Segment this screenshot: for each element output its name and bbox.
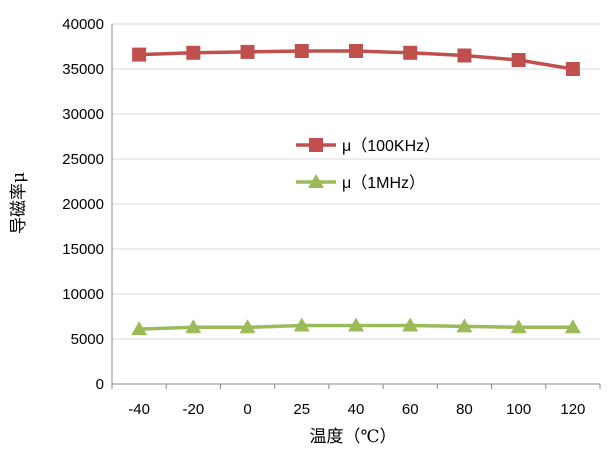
legend-label: μ（1MHz） [342, 174, 425, 192]
data-point [239, 319, 256, 334]
data-point [402, 317, 419, 332]
series-layer [131, 44, 581, 336]
data-point [132, 47, 147, 62]
legend: μ（100KHz） μ（1MHz） [296, 137, 440, 192]
x-axis-title: 温度（℃） [309, 427, 396, 447]
x-tick-labels: -40 -20 0 25 40 60 80 100 120 [128, 401, 585, 418]
axes [111, 24, 601, 389]
y-tick-label: 30000 [62, 106, 104, 123]
series-0 [132, 44, 580, 76]
legend-item: μ（1MHz） [296, 174, 425, 192]
data-point [565, 62, 580, 76]
data-point [293, 317, 310, 332]
legend-marker [309, 138, 323, 152]
x-tick-label: -40 [128, 401, 150, 418]
data-point [349, 44, 363, 58]
data-point [185, 319, 202, 334]
data-point [131, 321, 148, 336]
x-tick-label: 120 [560, 401, 585, 418]
y-tick-label: 0 [96, 376, 104, 393]
data-point [294, 44, 309, 58]
legend-label: μ（100KHz） [342, 137, 440, 155]
x-tick-label: 100 [506, 401, 531, 418]
x-tick-label: 60 [402, 401, 419, 418]
y-tick-label: 40000 [62, 16, 104, 33]
legend-item: μ（100KHz） [296, 137, 440, 155]
y-axis-title: 导磁率μ [9, 172, 29, 234]
y-tick-label: 10000 [62, 286, 104, 303]
x-tick-label: 80 [456, 401, 473, 418]
x-tick-label: -20 [182, 401, 204, 418]
x-tick-label: 0 [243, 401, 251, 418]
data-point [564, 319, 581, 334]
data-point [510, 319, 527, 334]
data-point [403, 45, 418, 60]
y-tick-label: 25000 [62, 151, 104, 168]
y-tick-label: 20000 [62, 196, 104, 213]
y-tick-labels: 0 5000 10000 15000 20000 25000 30000 35000 40000 [62, 16, 104, 393]
y-tick-label: 5000 [71, 331, 104, 348]
x-tick-label: 25 [293, 401, 310, 418]
data-point [457, 48, 472, 63]
data-point [348, 317, 364, 332]
gridlines [112, 23, 600, 340]
x-tick-label: 40 [348, 401, 365, 418]
legend-marker [308, 174, 324, 188]
y-tick-label: 35000 [62, 61, 104, 78]
data-point [456, 318, 473, 333]
data-point [240, 44, 255, 59]
y-tick-label: 15000 [62, 241, 104, 258]
series-1 [131, 317, 581, 336]
data-point [186, 45, 201, 60]
data-point [511, 53, 526, 67]
